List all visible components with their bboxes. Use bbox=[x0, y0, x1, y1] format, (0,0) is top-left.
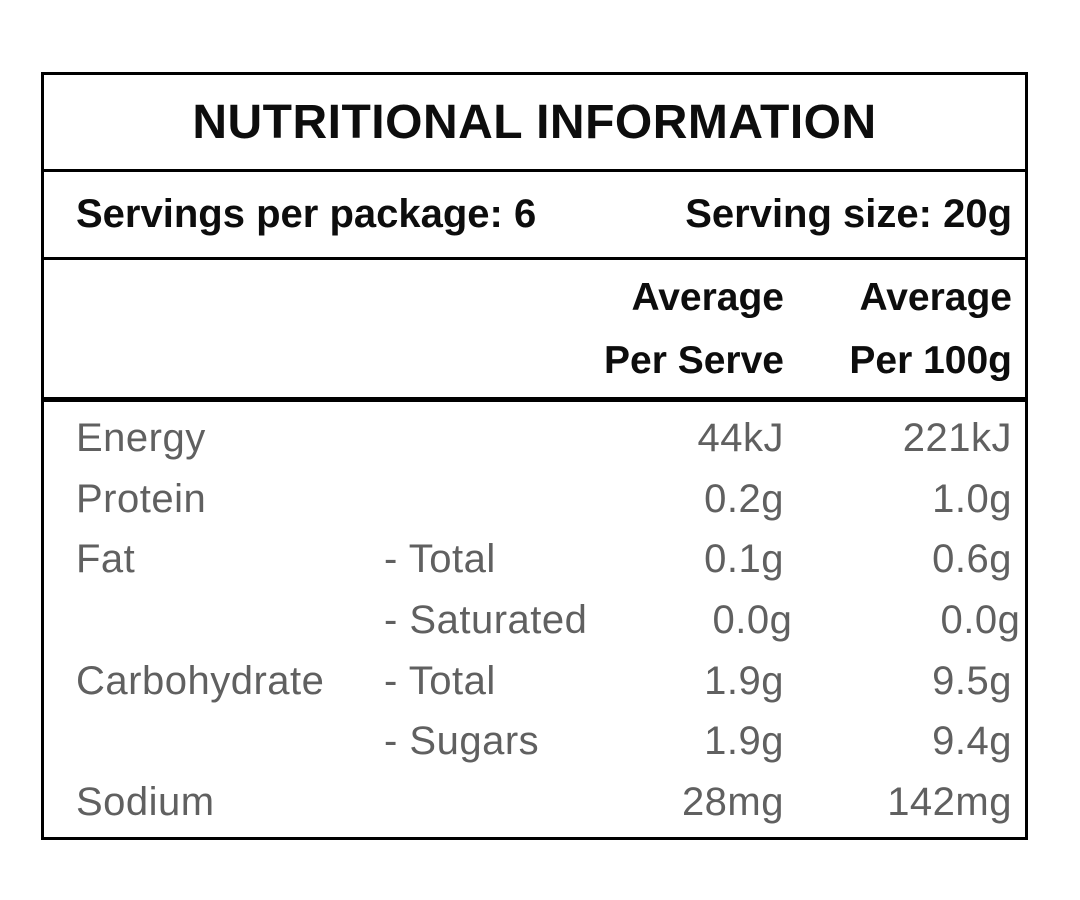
per-serve-value-cell: 0.0g bbox=[712, 598, 793, 643]
table-row-protein: Protein 0.2g 1.0g bbox=[44, 469, 1025, 530]
nutrient-sublabel-cell: - Saturated bbox=[384, 598, 588, 643]
table-row-sodium: Sodium 28mg 142mg bbox=[44, 772, 1025, 833]
nutrient-name-cell: Carbohydrate bbox=[76, 658, 325, 703]
servings-per-package-text: Servings per package: 6 bbox=[76, 192, 537, 236]
nutrient-name-cell: Protein bbox=[76, 476, 207, 521]
per-serve-value-cell: 0.2g bbox=[704, 476, 784, 521]
nutrient-table-body: Energy 44kJ 221kJ Protein 0.2g 1.0g Fat … bbox=[44, 402, 1025, 837]
nutrition-information-panel: NUTRITIONAL INFORMATION Servings per pac… bbox=[41, 72, 1028, 840]
per-100g-value-cell: 9.5g bbox=[932, 658, 1012, 703]
panel-title-row: NUTRITIONAL INFORMATION bbox=[44, 75, 1025, 172]
nutrient-sublabel-cell: - Total bbox=[384, 658, 496, 703]
table-row-fat-saturated: - Saturated 0.0g 0.0g bbox=[44, 590, 1025, 651]
column-header-per-serve-line1: Average bbox=[631, 275, 784, 319]
table-row-carbohydrate-sugars: - Sugars 1.9g 9.4g bbox=[44, 712, 1025, 773]
per-serve-value-cell: 44kJ bbox=[697, 415, 784, 460]
column-header-per-100g-line1: Average bbox=[859, 275, 1012, 319]
per-100g-value-cell: 142mg bbox=[887, 780, 1012, 825]
serving-info-row: Servings per package: 6 Serving size: 20… bbox=[44, 172, 1025, 260]
per-serve-value-cell: 1.9g bbox=[704, 658, 784, 703]
per-100g-value-cell: 0.6g bbox=[932, 537, 1012, 582]
column-header-per-serve: Average Per Serve bbox=[579, 266, 784, 392]
nutrient-sublabel-cell: - Sugars bbox=[384, 719, 540, 764]
column-header-per-100g: Average Per 100g bbox=[784, 266, 1012, 392]
column-header-row: Average Per Serve Average Per 100g bbox=[44, 260, 1025, 402]
per-serve-value-cell: 0.1g bbox=[704, 537, 784, 582]
table-row-energy: Energy 44kJ 221kJ bbox=[44, 408, 1025, 469]
per-100g-value-cell: 0.0g bbox=[940, 598, 1021, 643]
table-row-fat-total: Fat - Total 0.1g 0.6g bbox=[44, 529, 1025, 590]
serving-size-text: Serving size: 20g bbox=[685, 192, 1012, 236]
table-row-carbohydrate-total: Carbohydrate - Total 1.9g 9.5g bbox=[44, 651, 1025, 712]
column-header-per-serve-line2: Per Serve bbox=[604, 338, 784, 382]
nutrient-name-cell: Fat bbox=[76, 537, 136, 582]
panel-title: NUTRITIONAL INFORMATION bbox=[192, 95, 877, 149]
nutrient-name-cell: Energy bbox=[76, 415, 206, 460]
per-100g-value-cell: 1.0g bbox=[932, 476, 1012, 521]
per-serve-value-cell: 28mg bbox=[681, 780, 784, 825]
per-serve-value-cell: 1.9g bbox=[704, 719, 784, 764]
per-100g-value-cell: 9.4g bbox=[932, 719, 1012, 764]
nutrient-sublabel-cell: - Total bbox=[384, 537, 496, 582]
nutrient-name-cell: Sodium bbox=[76, 780, 215, 825]
column-header-per-100g-line2: Per 100g bbox=[849, 338, 1012, 382]
per-100g-value-cell: 221kJ bbox=[902, 415, 1012, 460]
